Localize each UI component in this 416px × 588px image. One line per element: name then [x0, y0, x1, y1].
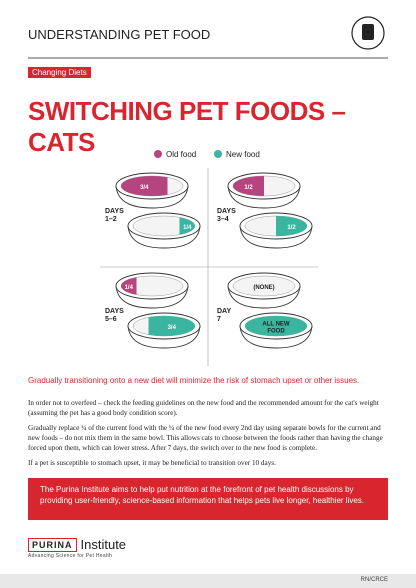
bowl-label: 1/4 — [183, 225, 192, 231]
food — [148, 316, 195, 336]
bowl-label: 3/4 — [140, 185, 149, 191]
footer-bar: RN/CRCE — [0, 574, 416, 588]
icon — [351, 16, 385, 50]
bowl-label: FOOD — [267, 329, 285, 335]
day-label: DAY — [217, 308, 231, 315]
bowl-label: 1/4 — [125, 285, 134, 291]
food — [233, 176, 264, 196]
graphic: Old food New food DAYS1–23/41/4DAYS3–41/… — [28, 16, 388, 366]
lead: Gradually transitioning onto a new diet … — [28, 376, 360, 385]
legend-swatch — [214, 150, 222, 158]
bowl-label: 3/4 — [168, 325, 177, 331]
paragraph: In order not to overfeed – check the fee… — [28, 399, 379, 418]
day-label: DAYS — [105, 308, 124, 315]
main-title: SWITCHING PET FOODS – CATS — [28, 96, 346, 157]
day-label: DAYS — [217, 208, 236, 215]
paragraph: Gradually replace ¼ of the current food … — [28, 424, 383, 453]
food — [121, 176, 168, 196]
paragraph: If a pet is susceptible to stomach upset… — [28, 459, 276, 468]
footer: RN/CRCE — [360, 577, 388, 583]
logo-tagline: Advancing Science for Pet Health — [28, 553, 113, 559]
body: In order not to overfeed – check the fee… — [28, 398, 388, 473]
food — [179, 217, 195, 235]
legend-swatch — [154, 150, 162, 158]
bowl-label: 1/2 — [287, 225, 296, 231]
bowl-label: (NONE) — [253, 285, 274, 291]
tag: Changing Diets — [28, 67, 91, 78]
food — [121, 277, 137, 295]
bowl-label: 1/2 — [244, 185, 253, 191]
day-label: DAYS — [105, 208, 124, 215]
header-title: UNDERSTANDING PET FOOD — [28, 27, 211, 42]
logo-brand: PURINA — [28, 537, 77, 552]
bowl-inner — [232, 275, 296, 297]
food — [276, 216, 307, 236]
icon-bag — [362, 24, 374, 40]
legend-label: New food — [226, 150, 260, 159]
day-label: 5–6 — [105, 316, 117, 323]
food — [245, 316, 307, 336]
logo-name: Institute — [80, 537, 127, 552]
day-label: 1–2 — [105, 216, 117, 223]
day-label: 3–4 — [217, 216, 229, 223]
legend-label: Old food — [166, 150, 196, 159]
bowl-label: ALL NEW — [262, 322, 290, 328]
day-label: 7 — [217, 316, 221, 323]
logo: PURINA Institute — [28, 537, 126, 552]
callout: The Purina Institute aims to help put nu… — [28, 478, 388, 520]
